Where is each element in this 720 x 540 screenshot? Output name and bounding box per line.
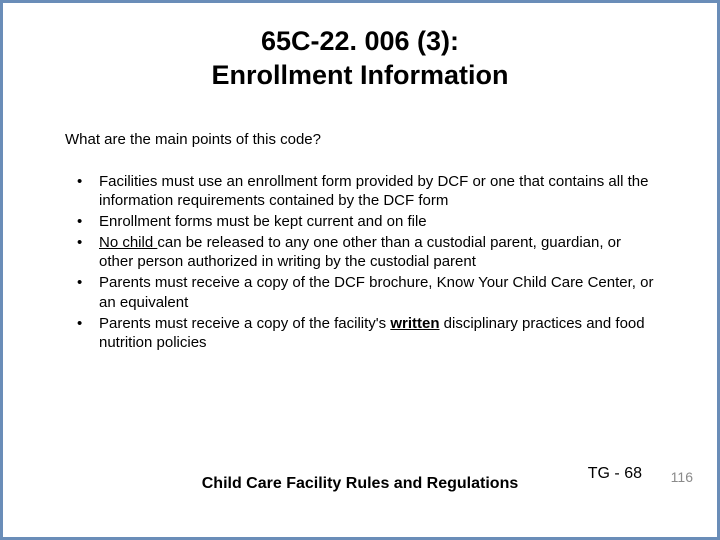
slide-title: 65C-22. 006 (3): Enrollment Information — [3, 3, 717, 93]
list-item: •Enrollment forms must be kept current a… — [77, 212, 655, 231]
title-line2: Enrollment Information — [212, 60, 509, 90]
bullet-text: Facilities must use an enrollment form p… — [99, 172, 655, 210]
title-line1: 65C-22. 006 (3): — [261, 26, 459, 56]
bullet-text: Parents must receive a copy of the facil… — [99, 314, 655, 352]
list-item: •No child can be released to any one oth… — [77, 233, 655, 271]
bullet-dot-icon: • — [77, 314, 99, 333]
bullet-text: Parents must receive a copy of the DCF b… — [99, 273, 655, 311]
underlined-text: No child — [99, 234, 157, 251]
bullet-list: •Facilities must use an enrollment form … — [3, 172, 717, 353]
bullet-text: No child can be released to any one othe… — [99, 233, 655, 271]
question-text: What are the main points of this code? — [3, 131, 717, 148]
list-item: •Parents must receive a copy of the DCF … — [77, 273, 655, 311]
bullet-dot-icon: • — [77, 212, 99, 231]
slide-number: 116 — [671, 469, 693, 485]
list-item: •Parents must receive a copy of the faci… — [77, 314, 655, 352]
bullet-text: Enrollment forms must be kept current an… — [99, 212, 655, 231]
bullet-dot-icon: • — [77, 273, 99, 292]
tg-label: TG - 68 — [588, 465, 642, 483]
bullet-dot-icon: • — [77, 172, 99, 191]
bullet-dot-icon: • — [77, 233, 99, 252]
list-item: •Facilities must use an enrollment form … — [77, 172, 655, 210]
slide-frame: 65C-22. 006 (3): Enrollment Information … — [0, 0, 720, 540]
underlined-text: written — [390, 315, 439, 332]
